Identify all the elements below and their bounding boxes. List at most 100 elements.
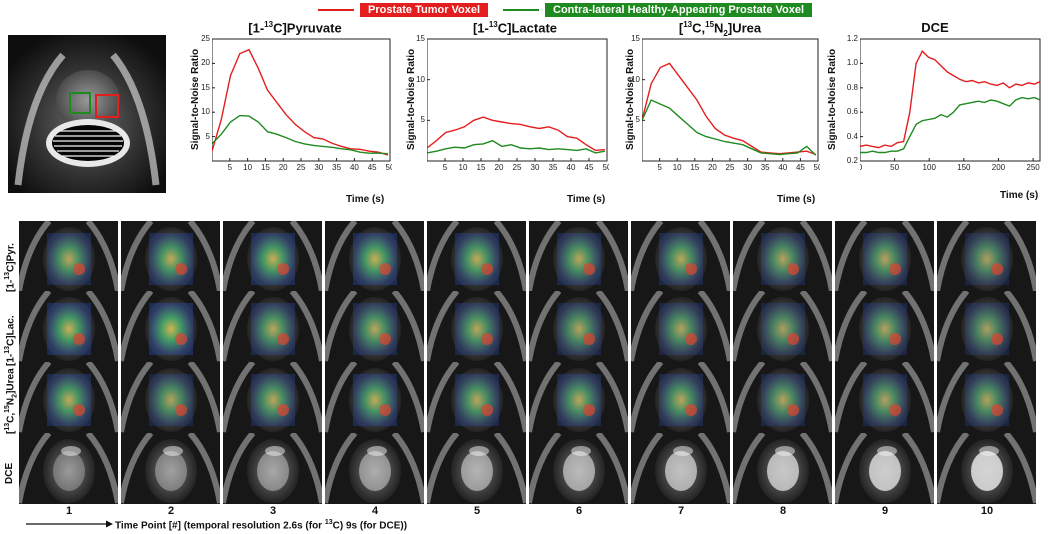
dce-bright-spot	[265, 446, 285, 456]
bone-right	[901, 221, 934, 292]
image-urea-t4	[325, 362, 424, 433]
image-drawing	[19, 362, 118, 433]
dce-enhancement	[869, 451, 901, 491]
x-tick-label: 40	[350, 163, 359, 172]
bone-left	[835, 433, 868, 504]
tumor-hotspot	[889, 404, 901, 416]
image-pyruvate-t2	[121, 221, 220, 292]
image-pyruvate-t6	[529, 221, 628, 292]
bone-right	[697, 433, 730, 504]
legend-label-tumor: Prostate Tumor Voxel	[360, 3, 489, 17]
x-tick-label: 45	[796, 163, 805, 172]
time-point-3: 3	[269, 505, 277, 517]
bone-left	[19, 291, 52, 362]
dce-enhancement	[563, 451, 595, 491]
x-tick-label: 15	[261, 163, 270, 172]
tumor-hotspot	[991, 333, 1003, 345]
y-tick-label: 1.2	[846, 34, 858, 43]
x-tick-label: 20	[279, 163, 288, 172]
dce-bright-spot	[367, 446, 387, 456]
y-tick-label: 25	[201, 34, 210, 43]
tumor-hotspot	[73, 263, 85, 275]
dce-bright-spot	[571, 446, 591, 456]
bone-left	[325, 221, 358, 292]
image-dce-t8	[733, 433, 832, 504]
row-label-lactate: [1-13C]Lac.	[4, 315, 17, 366]
tumor-hotspot	[583, 333, 595, 345]
image-lactate-t3	[223, 291, 322, 362]
metabolite-overlay	[251, 374, 295, 426]
tumor-hotspot	[481, 263, 493, 275]
image-drawing	[937, 221, 1036, 292]
x-tick-label: 200	[992, 163, 1006, 172]
dce-bright-spot	[775, 446, 795, 456]
bone-left	[937, 221, 970, 292]
image-drawing	[631, 221, 730, 292]
x-tick-label: 20	[708, 163, 717, 172]
tumor-hotspot	[685, 333, 697, 345]
metabolite-overlay	[353, 233, 397, 285]
metabolite-overlay	[557, 374, 601, 426]
tumor-hotspot	[277, 333, 289, 345]
dce-enhancement	[359, 451, 391, 491]
metabolite-overlay	[47, 374, 91, 426]
tumor-hotspot	[73, 333, 85, 345]
x-tick-label: 15	[690, 163, 699, 172]
metabolite-overlay	[353, 374, 397, 426]
x-tick-label: 50	[386, 163, 392, 172]
tumor-hotspot	[685, 404, 697, 416]
image-drawing	[529, 433, 628, 504]
bone-left	[529, 362, 562, 433]
x-tick-label: 50	[814, 163, 820, 172]
image-drawing	[325, 433, 424, 504]
row-label-urea: [13C,15N2]Urea	[4, 368, 19, 434]
plot-frame	[427, 38, 608, 162]
dce-bright-spot	[877, 446, 897, 456]
bone-right	[289, 362, 322, 433]
chart-3-title: [13C,15N2]Urea	[678, 20, 762, 38]
chart-2-xlabel: Time (s)	[567, 194, 606, 205]
image-drawing	[223, 362, 322, 433]
tumor-hotspot	[481, 333, 493, 345]
x-tick-label: 45	[368, 163, 377, 172]
tumor-hotspot	[73, 404, 85, 416]
x-tick-label: 20	[495, 163, 504, 172]
tumor-hotspot	[379, 263, 391, 275]
tumor-series-line	[860, 50, 1041, 149]
metabolite-overlay	[863, 233, 907, 285]
time-point-8: 8	[779, 505, 787, 517]
bone-left	[733, 221, 766, 292]
image-drawing	[733, 291, 832, 362]
bone-left	[835, 291, 868, 362]
prostate-region	[247, 439, 299, 503]
x-tick-label: 10	[459, 163, 468, 172]
metabolite-overlay	[863, 303, 907, 355]
reference-mri-drawing	[8, 35, 166, 193]
x-tick-label: 45	[585, 163, 594, 172]
image-drawing	[937, 362, 1036, 433]
metabolite-overlay	[761, 303, 805, 355]
tumor-hotspot	[787, 333, 799, 345]
dce-enhancement	[53, 451, 85, 491]
bone-right	[901, 291, 934, 362]
tumor-hotspot	[787, 263, 799, 275]
bone-left	[19, 433, 52, 504]
bone-left	[835, 221, 868, 292]
legend-line-healthy	[503, 9, 539, 11]
metabolite-overlay	[47, 303, 91, 355]
bone-right	[595, 221, 628, 292]
y-tick-label: 15	[631, 34, 640, 43]
time-point-1: 1	[65, 505, 73, 517]
image-drawing	[121, 291, 220, 362]
image-lactate-t1	[19, 291, 118, 362]
image-drawing	[631, 291, 730, 362]
image-drawing	[325, 291, 424, 362]
bone-left	[325, 362, 358, 433]
y-tick-label: 10	[201, 107, 210, 117]
image-drawing	[427, 433, 526, 504]
x-tick-label: 30	[314, 163, 323, 172]
chart-1-title: [1-13C]Pyruvate	[248, 20, 342, 36]
time-point-9: 9	[881, 505, 889, 517]
chart-4-ylabel: Signal-to-Noise Ratio	[827, 48, 838, 150]
y-tick-label: 5	[205, 131, 210, 141]
